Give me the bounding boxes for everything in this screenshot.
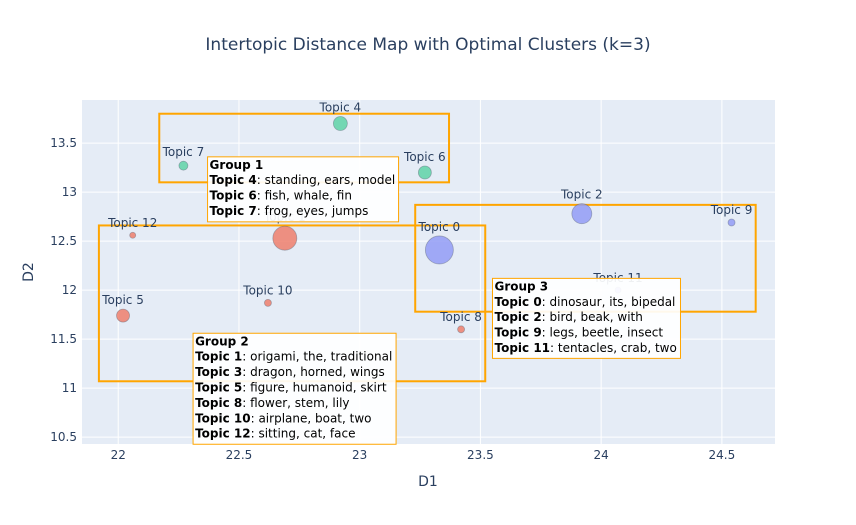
point-topic-12[interactable] <box>129 231 137 239</box>
annotation-topic-key: Topic 0 <box>494 295 541 309</box>
annotation-topic-key: Topic 3 <box>195 365 242 379</box>
annotation-title: Group 3 <box>494 279 548 293</box>
y-tick-label: 12.5 <box>50 234 77 248</box>
annotation-box <box>207 156 400 223</box>
annotation-line: Topic 6: fish, whale, fin <box>210 189 352 203</box>
point-label-topic-0: Topic 0 <box>418 220 461 234</box>
point-topic-7[interactable] <box>178 160 189 171</box>
annotation-topic-key: Topic 4 <box>210 173 257 187</box>
annotation-line: Topic 10: airplane, boat, two <box>195 411 371 425</box>
annotation-line: Topic 11: tentacles, crab, two <box>494 341 676 355</box>
annotation-topic-key: Topic 8 <box>195 396 242 410</box>
point-topic-8[interactable] <box>457 325 465 334</box>
point-label-topic-4: Topic 4 <box>319 101 362 115</box>
point-label-topic-10: Topic 10 <box>242 283 292 297</box>
x-tick-label: 23.5 <box>467 448 494 462</box>
annotation-topic-words: : flower, stem, lily <box>242 396 349 410</box>
annotation-topic-key: Topic 12 <box>195 427 251 441</box>
x-tick-label: 22 <box>111 448 126 462</box>
annotation-group-2: Group 2 Topic 1: origami, the, traditiona… <box>192 332 397 445</box>
point-label-topic-2: Topic 2 <box>560 188 603 202</box>
point-topic-1[interactable] <box>272 225 298 251</box>
annotation-line: Topic 12: sitting, cat, face <box>195 427 355 441</box>
annotation-line: Topic 4: standing, ears, model <box>210 173 396 187</box>
annotation-topic-words: : standing, ears, model <box>257 173 396 187</box>
x-tick-label: 22.5 <box>226 448 253 462</box>
annotation-box <box>491 277 681 359</box>
point-label-topic-9: Topic 9 <box>710 203 753 217</box>
annotation-topic-words: : dinosaur, its, bipedal <box>542 295 676 309</box>
annotation-topic-words: : fish, whale, fin <box>257 189 352 203</box>
point-label-topic-8: Topic 8 <box>439 310 482 324</box>
y-tick-label: 10.5 <box>50 430 77 444</box>
annotation-topic-key: Topic 11 <box>494 341 550 355</box>
x-axis-title: D1 <box>418 474 438 490</box>
annotation-line: Topic 5: figure, humanoid, skirt <box>195 380 387 394</box>
point-topic-4[interactable] <box>332 116 348 131</box>
annotation-box <box>192 332 397 445</box>
y-tick-label: 11.5 <box>50 332 77 346</box>
annotation-topic-key: Topic 10 <box>195 411 251 425</box>
annotation-topic-key: Topic 6 <box>210 189 257 203</box>
x-tick-label: 23 <box>352 448 367 462</box>
point-topic-5[interactable] <box>116 308 130 323</box>
annotation-topic-words: : airplane, boat, two <box>251 411 372 425</box>
annotation-line: Topic 0: dinosaur, its, bipedal <box>494 295 675 309</box>
annotation-topic-words: : origami, the, traditional <box>242 350 392 364</box>
annotation-line: Topic 7: frog, eyes, jumps <box>210 204 369 218</box>
point-label-topic-12: Topic 12 <box>107 216 157 230</box>
annotation-topic-key: Topic 5 <box>195 380 242 394</box>
point-topic-6[interactable] <box>417 165 432 180</box>
y-tick-label: 13 <box>62 185 77 199</box>
y-axis-ticks: 10.5 11 11.5 12 12.5 13 13.5 <box>50 136 77 444</box>
point-topic-0[interactable] <box>424 235 454 265</box>
point-label-topic-5: Topic 5 <box>101 293 144 307</box>
annotation-topic-key: Topic 9 <box>494 326 541 340</box>
annotation-topic-words: : legs, beetle, insect <box>542 326 664 340</box>
point-topic-10[interactable] <box>264 298 272 307</box>
point-topic-2[interactable] <box>571 203 593 225</box>
annotation-topic-key: Topic 7 <box>210 204 257 218</box>
y-tick-label: 13.5 <box>50 136 77 150</box>
chart-title: Intertopic Distance Map with Optimal Clu… <box>205 35 650 55</box>
annotation-line: Topic 2: bird, beak, with <box>494 310 642 324</box>
x-tick-label: 24.5 <box>709 448 736 462</box>
annotation-topic-words: : sitting, cat, face <box>251 427 356 441</box>
y-tick-label: 11 <box>62 381 77 395</box>
x-axis-ticks: 22 22.5 23 23.5 24 24.5 <box>111 448 736 462</box>
point-topic-9[interactable] <box>727 218 736 227</box>
annotation-topic-key: Topic 2 <box>494 310 541 324</box>
x-tick-label: 24 <box>594 448 609 462</box>
point-label-topic-7: Topic 7 <box>162 145 205 159</box>
annotation-topic-words: : frog, eyes, jumps <box>257 204 369 218</box>
annotation-line: Topic 1: origami, the, traditional <box>195 350 392 364</box>
annotation-topic-words: : bird, beak, with <box>542 310 643 324</box>
annotation-title: Group 2 <box>195 334 249 348</box>
annotation-title: Group 1 <box>210 158 264 172</box>
annotation-line: Topic 9: legs, beetle, insect <box>494 326 663 340</box>
y-tick-label: 12 <box>62 283 77 297</box>
y-axis-title: D2 <box>21 262 37 282</box>
annotation-topic-key: Topic 1 <box>195 350 242 364</box>
point-label-topic-6: Topic 6 <box>403 150 446 164</box>
annotation-line: Topic 8: flower, stem, lily <box>195 396 349 410</box>
annotation-topic-words: : figure, humanoid, skirt <box>242 380 387 394</box>
annotation-topic-words: : tentacles, crab, two <box>550 341 677 355</box>
scatter-points <box>116 116 736 334</box>
annotation-line: Topic 3: dragon, horned, wings <box>195 365 385 379</box>
annotation-topic-words: : dragon, horned, wings <box>242 365 384 379</box>
